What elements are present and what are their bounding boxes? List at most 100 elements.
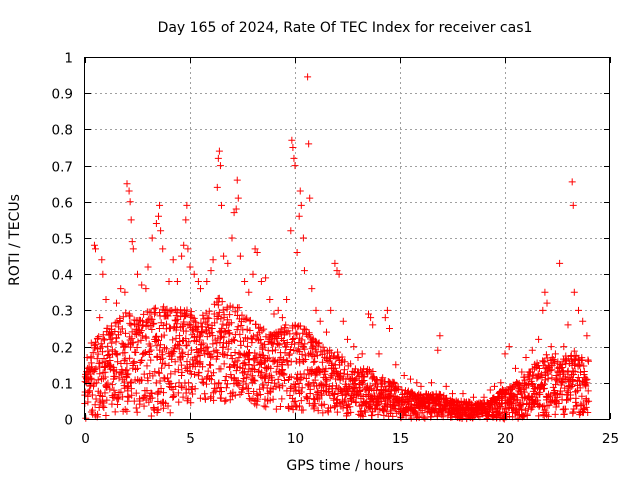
data-point xyxy=(191,385,199,393)
data-point xyxy=(191,363,199,371)
data-point xyxy=(501,350,509,358)
data-point xyxy=(159,245,167,253)
data-point xyxy=(315,339,323,347)
data-point xyxy=(94,334,102,342)
data-point xyxy=(215,294,223,302)
data-point xyxy=(297,397,305,405)
data-point xyxy=(93,355,101,363)
data-point xyxy=(119,393,127,401)
data-point xyxy=(205,330,213,338)
data-point xyxy=(113,351,121,359)
data-point xyxy=(318,358,326,366)
data-point xyxy=(341,358,349,366)
data-point xyxy=(159,322,167,330)
data-point xyxy=(580,368,588,376)
data-point xyxy=(209,340,217,348)
data-point xyxy=(272,405,280,413)
data-point xyxy=(155,212,162,220)
data-point xyxy=(196,351,204,359)
data-point xyxy=(166,380,174,388)
data-point xyxy=(190,270,198,278)
data-point xyxy=(102,412,110,420)
data-point xyxy=(585,397,593,405)
data-point xyxy=(347,408,355,416)
data-point xyxy=(261,340,269,348)
data-point xyxy=(310,353,318,361)
data-point xyxy=(287,373,295,381)
data-point xyxy=(314,407,322,415)
data-point xyxy=(265,354,273,362)
data-point xyxy=(121,349,129,357)
data-point xyxy=(123,180,131,188)
data-point xyxy=(199,339,207,347)
data-point xyxy=(541,358,549,366)
data-point xyxy=(217,388,225,396)
data-point xyxy=(159,404,167,412)
data-point xyxy=(154,398,162,406)
data-point xyxy=(138,376,146,384)
data-point xyxy=(92,365,100,373)
data-point xyxy=(189,390,197,398)
data-point xyxy=(449,390,456,398)
data-point xyxy=(94,410,102,418)
x-tick-label: 5 xyxy=(186,431,195,447)
x-tick-label: 10 xyxy=(287,431,304,447)
data-point xyxy=(96,370,104,378)
data-point xyxy=(113,394,121,402)
data-point xyxy=(331,364,339,372)
data-point xyxy=(231,391,239,399)
data-point xyxy=(316,317,324,325)
data-point xyxy=(100,364,108,372)
data-point xyxy=(343,410,351,418)
data-point xyxy=(223,316,231,324)
data-point xyxy=(293,330,301,338)
data-point xyxy=(292,381,300,389)
data-point xyxy=(547,343,555,351)
data-point xyxy=(298,373,306,381)
data-point xyxy=(434,346,442,354)
data-point xyxy=(183,306,191,314)
data-point xyxy=(196,358,204,366)
data-point xyxy=(114,358,122,366)
data-point xyxy=(214,154,222,162)
data-point xyxy=(291,162,299,170)
data-point xyxy=(183,341,191,349)
data-point xyxy=(398,386,406,394)
data-point xyxy=(147,346,155,354)
data-point xyxy=(309,343,317,351)
data-point xyxy=(514,414,522,422)
data-point xyxy=(203,277,211,285)
data-point xyxy=(88,391,96,399)
data-point xyxy=(299,406,307,414)
data-point xyxy=(91,401,99,409)
y-tick-label: 0.4 xyxy=(52,268,73,284)
data-point xyxy=(582,403,590,411)
data-point xyxy=(298,336,306,344)
data-point xyxy=(224,345,232,353)
data-point xyxy=(545,393,553,401)
data-point xyxy=(407,375,414,383)
data-point xyxy=(174,366,182,374)
data-point xyxy=(167,384,175,392)
data-point xyxy=(104,347,112,355)
data-point xyxy=(209,332,217,340)
data-point xyxy=(289,335,297,343)
data-point xyxy=(295,380,303,388)
data-point xyxy=(113,400,121,408)
data-point xyxy=(521,406,529,414)
data-point xyxy=(242,380,250,388)
data-point xyxy=(202,344,210,352)
data-point xyxy=(98,393,106,401)
data-point xyxy=(299,329,307,337)
chart-title: Day 165 of 2024, Rate Of TEC Index for r… xyxy=(158,20,533,36)
data-point xyxy=(312,306,320,314)
data-point xyxy=(222,372,230,380)
data-point xyxy=(323,328,330,336)
data-point xyxy=(546,367,554,375)
data-point xyxy=(274,375,282,383)
data-point xyxy=(119,368,127,376)
data-point xyxy=(541,288,549,296)
data-point xyxy=(338,391,346,399)
data-point xyxy=(229,336,237,344)
data-point xyxy=(361,407,369,415)
